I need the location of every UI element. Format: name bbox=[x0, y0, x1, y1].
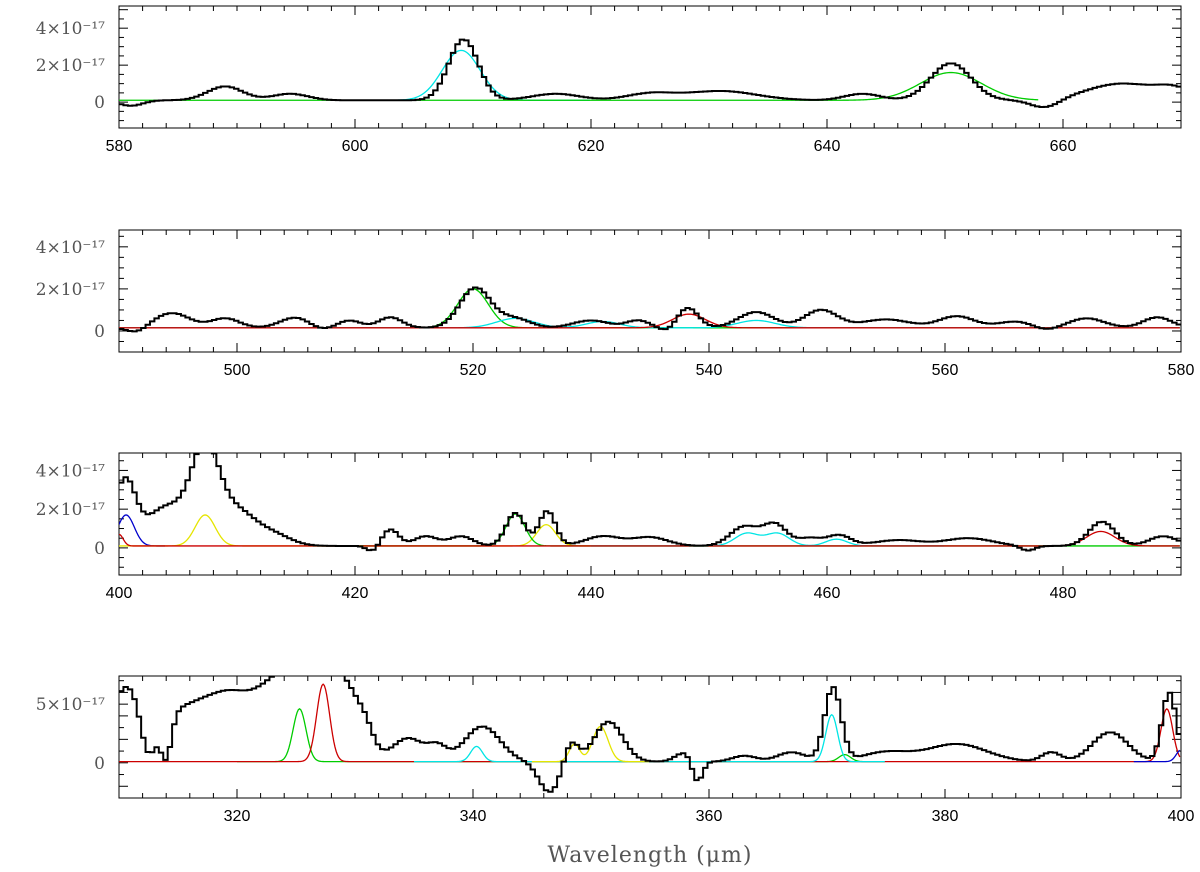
spectrum-panel-3: 400 420 440 460 480 0 2×10⁻¹⁷ 4×10⁻¹⁷ bbox=[36, 452, 1182, 602]
spectrum-panel-4: 320 340 360 380 400 0 5×10⁻¹⁷ bbox=[36, 675, 1195, 825]
spectrum-panel-1: 580 600 620 640 660 0 2×10⁻¹⁷ 4×10⁻¹⁷ bbox=[36, 5, 1182, 155]
fit-component-line bbox=[119, 683, 1181, 763]
x-tick-label: 440 bbox=[578, 585, 605, 602]
plot-frame bbox=[118, 452, 1182, 576]
plot-frame bbox=[118, 229, 1182, 353]
x-tick-label: 380 bbox=[932, 808, 959, 825]
x-tick-label: 460 bbox=[814, 585, 841, 602]
spectrum-panel-2: 500 520 540 560 580 0 2×10⁻¹⁷ 4×10⁻¹⁷ bbox=[36, 229, 1195, 379]
x-tick-label: 360 bbox=[696, 808, 723, 825]
fit-component-line bbox=[119, 514, 590, 547]
spectrum-line bbox=[119, 286, 1181, 333]
fit-component-line bbox=[119, 514, 166, 547]
spectrum-line bbox=[119, 453, 1181, 552]
x-tick-label: 400 bbox=[1168, 808, 1195, 825]
fit-component-line bbox=[1133, 749, 1181, 763]
x-axis-title: Wavelength (μm) bbox=[548, 843, 753, 868]
spectrum-line bbox=[119, 676, 1181, 793]
plot-frame bbox=[118, 675, 1182, 799]
y-tick-label: 4×10⁻¹⁷ bbox=[36, 461, 105, 481]
x-tick-label: 560 bbox=[932, 362, 959, 379]
x-tick-label: 620 bbox=[578, 138, 605, 155]
y-tick-label: 0 bbox=[94, 93, 105, 113]
fit-component-line bbox=[355, 513, 1180, 547]
y-tick-label: 0 bbox=[94, 539, 105, 559]
y-tick-label: 4×10⁻¹⁷ bbox=[36, 19, 105, 39]
x-tick-label: 660 bbox=[1050, 138, 1077, 155]
x-tick-label: 400 bbox=[106, 585, 133, 602]
y-tick-label: 2×10⁻¹⁷ bbox=[36, 500, 105, 520]
x-tick-label: 640 bbox=[814, 138, 841, 155]
fit-component-line bbox=[355, 49, 590, 101]
y-tick-label: 2×10⁻¹⁷ bbox=[36, 56, 105, 76]
spectrum-line bbox=[119, 38, 1181, 109]
fit-component-line bbox=[119, 313, 1180, 329]
y-tick-label: 0 bbox=[94, 754, 105, 774]
y-tick-label: 5×10⁻¹⁷ bbox=[36, 695, 105, 715]
y-tick-label: 2×10⁻¹⁷ bbox=[36, 280, 105, 300]
x-tick-label: 580 bbox=[1168, 362, 1195, 379]
fit-component-line bbox=[532, 725, 649, 763]
x-tick-label: 420 bbox=[342, 585, 369, 602]
y-tick-label: 0 bbox=[94, 322, 105, 342]
x-tick-label: 520 bbox=[460, 362, 487, 379]
plot-frame bbox=[118, 5, 1182, 129]
y-tick-label: 4×10⁻¹⁷ bbox=[36, 238, 105, 258]
x-tick-label: 320 bbox=[224, 808, 251, 825]
x-tick-label: 340 bbox=[460, 808, 487, 825]
x-tick-label: 600 bbox=[342, 138, 369, 155]
x-tick-label: 580 bbox=[106, 138, 133, 155]
x-tick-label: 500 bbox=[224, 362, 251, 379]
x-tick-label: 480 bbox=[1050, 585, 1077, 602]
fit-component-line bbox=[119, 530, 1180, 547]
x-tick-label: 540 bbox=[696, 362, 723, 379]
